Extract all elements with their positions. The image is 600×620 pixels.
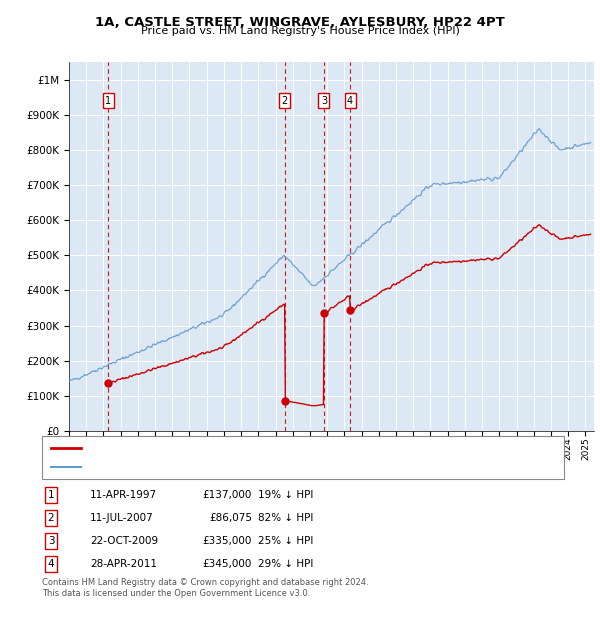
Text: 4: 4 bbox=[347, 95, 353, 106]
Text: 22-OCT-2009: 22-OCT-2009 bbox=[90, 536, 158, 546]
Text: 1A, CASTLE STREET, WINGRAVE, AYLESBURY, HP22 4PT (detached house): 1A, CASTLE STREET, WINGRAVE, AYLESBURY, … bbox=[87, 443, 446, 453]
Text: 3: 3 bbox=[47, 536, 55, 546]
Text: 2: 2 bbox=[281, 95, 288, 106]
Text: 1: 1 bbox=[47, 490, 55, 500]
Text: 11-APR-1997: 11-APR-1997 bbox=[90, 490, 157, 500]
Text: £345,000: £345,000 bbox=[203, 559, 252, 569]
Text: 4: 4 bbox=[47, 559, 55, 569]
Text: £335,000: £335,000 bbox=[203, 536, 252, 546]
Text: 11-JUL-2007: 11-JUL-2007 bbox=[90, 513, 154, 523]
Text: 29% ↓ HPI: 29% ↓ HPI bbox=[258, 559, 313, 569]
Text: HPI: Average price, detached house, Buckinghamshire: HPI: Average price, detached house, Buck… bbox=[87, 462, 353, 472]
Text: £137,000: £137,000 bbox=[203, 490, 252, 500]
Text: 19% ↓ HPI: 19% ↓ HPI bbox=[258, 490, 313, 500]
Text: 28-APR-2011: 28-APR-2011 bbox=[90, 559, 157, 569]
Text: 3: 3 bbox=[321, 95, 327, 106]
Text: 25% ↓ HPI: 25% ↓ HPI bbox=[258, 536, 313, 546]
Text: Price paid vs. HM Land Registry's House Price Index (HPI): Price paid vs. HM Land Registry's House … bbox=[140, 26, 460, 36]
Text: £86,075: £86,075 bbox=[209, 513, 252, 523]
Text: 1: 1 bbox=[105, 95, 112, 106]
Text: 1A, CASTLE STREET, WINGRAVE, AYLESBURY, HP22 4PT: 1A, CASTLE STREET, WINGRAVE, AYLESBURY, … bbox=[95, 16, 505, 29]
Text: Contains HM Land Registry data © Crown copyright and database right 2024.
This d: Contains HM Land Registry data © Crown c… bbox=[42, 578, 368, 598]
Text: 82% ↓ HPI: 82% ↓ HPI bbox=[258, 513, 313, 523]
Text: 2: 2 bbox=[47, 513, 55, 523]
